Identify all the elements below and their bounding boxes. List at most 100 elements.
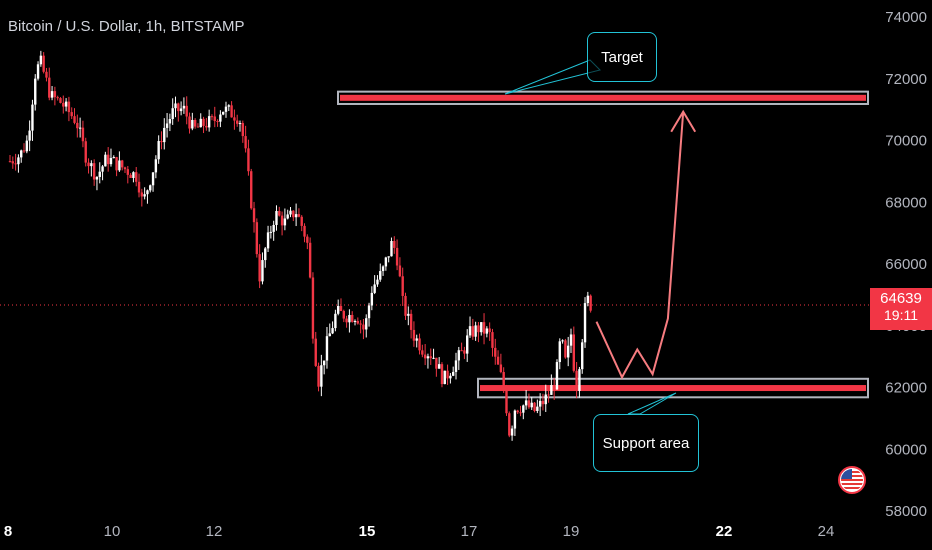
candle-body	[39, 55, 43, 65]
candle-body	[367, 305, 371, 319]
candle-body	[494, 347, 497, 357]
candle-body	[303, 225, 306, 237]
candle-body	[98, 171, 101, 177]
candle-body	[230, 105, 233, 118]
candle-body	[182, 105, 186, 109]
y-tick-label: 60000	[885, 441, 927, 458]
candle-body	[236, 120, 239, 124]
candle-body	[401, 276, 404, 296]
candle-body	[149, 185, 152, 191]
candle-body	[516, 410, 519, 413]
candle-body	[101, 166, 104, 172]
candle-body	[325, 336, 329, 361]
candle-body	[238, 123, 242, 125]
candle-body	[381, 266, 385, 272]
target-callout-pointer	[504, 59, 601, 95]
target-zone-fill	[340, 94, 866, 101]
candle-body	[519, 412, 522, 414]
candle-body	[123, 167, 127, 170]
candle-body	[157, 141, 160, 160]
support-callout-pointer	[627, 392, 677, 415]
candle-body	[36, 64, 40, 79]
current-price-badge: 64639 19:11	[870, 288, 932, 330]
target-label: Target	[601, 48, 643, 66]
x-tick-label: 15	[359, 523, 376, 540]
candle-body	[216, 121, 219, 123]
candle-body	[266, 232, 270, 249]
us-flag-icon[interactable]	[838, 463, 866, 497]
candle-body	[345, 318, 348, 323]
candle-body	[179, 108, 183, 112]
candle-body	[207, 116, 211, 128]
candle-body	[334, 313, 337, 329]
candle-body	[191, 119, 194, 129]
candle-body	[14, 163, 17, 165]
candle-body	[561, 340, 564, 342]
candle-body	[76, 122, 79, 129]
y-tick-label: 72000	[885, 71, 927, 88]
candle-body	[255, 222, 259, 255]
candle-body	[496, 356, 500, 365]
candle-body	[168, 119, 172, 124]
support-zone-fill	[480, 385, 866, 392]
candle-body	[328, 333, 331, 337]
candle-body	[59, 98, 62, 103]
candle-body	[314, 338, 317, 366]
y-tick-label: 66000	[885, 256, 927, 273]
candle-body	[62, 102, 65, 107]
candle-body	[449, 375, 452, 379]
projection-arrowhead	[670, 109, 697, 133]
candle-body	[118, 160, 121, 171]
candle-body	[199, 118, 202, 128]
candle-body	[513, 410, 517, 429]
candle-body	[446, 370, 449, 379]
candle-body	[398, 265, 402, 277]
y-tick-label: 74000	[885, 9, 927, 26]
candle-body	[269, 231, 273, 233]
candle-body	[320, 365, 323, 387]
candle-body	[48, 77, 51, 98]
candle-body	[440, 364, 444, 385]
x-tick-label: 10	[104, 523, 121, 540]
candle-body	[466, 335, 469, 354]
candle-body	[193, 119, 197, 127]
candle-body	[224, 106, 228, 112]
candle-body	[129, 174, 132, 178]
y-tick-label: 62000	[885, 380, 927, 397]
candle-body	[300, 216, 303, 226]
candle-body	[73, 116, 76, 123]
candle-body	[451, 371, 455, 376]
candle-body	[457, 350, 460, 361]
candle-body	[322, 360, 326, 366]
candle-body	[342, 310, 345, 319]
candle-body	[247, 148, 250, 172]
candle-body	[22, 150, 26, 152]
support-callout[interactable]: Support area	[593, 414, 699, 472]
candle-body	[589, 295, 592, 311]
candle-body	[56, 97, 59, 99]
target-callout[interactable]: Target	[587, 32, 657, 82]
candle-body	[104, 154, 107, 167]
candle-body	[213, 116, 216, 122]
candle-body	[42, 55, 45, 72]
candle-body	[541, 400, 545, 405]
candle-body	[278, 211, 281, 216]
support-label: Support area	[602, 434, 690, 452]
x-tick-label: 19	[563, 523, 580, 540]
candle-body	[244, 136, 247, 149]
candle-body	[552, 385, 556, 390]
candle-body	[362, 324, 365, 330]
candle-body	[81, 127, 85, 142]
candle-body	[468, 326, 472, 336]
candle-body	[376, 279, 379, 285]
candle-body	[423, 354, 427, 359]
x-tick-label: 17	[461, 523, 478, 540]
candle-body	[581, 342, 584, 370]
candle-body	[45, 71, 48, 78]
candle-body	[241, 123, 245, 137]
target-zone-border	[337, 90, 869, 105]
candle-body	[163, 127, 166, 143]
x-tick-label: 8	[4, 523, 12, 540]
candle-body	[126, 169, 130, 175]
